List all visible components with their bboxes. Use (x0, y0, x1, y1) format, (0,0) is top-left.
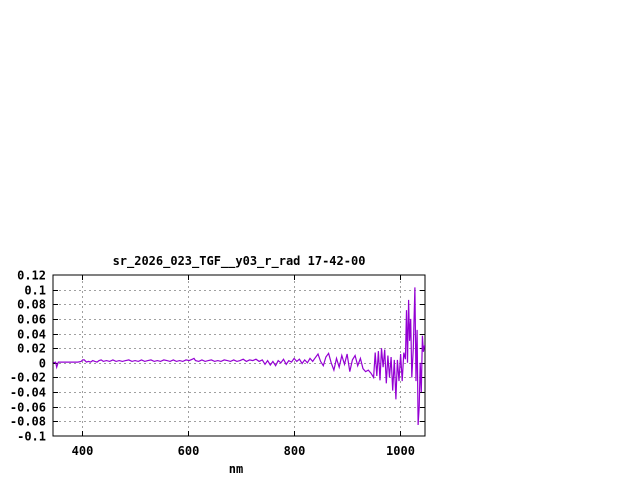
y-tick-label: 0.12 (17, 269, 46, 283)
y-tick-label: -0.06 (10, 401, 46, 415)
x-axis-label: nm (229, 462, 243, 476)
gridlines (54, 276, 424, 435)
y-tick-label: -0.1 (17, 430, 46, 444)
y-tick-label: 0.02 (17, 342, 46, 356)
x-tick-label: 600 (178, 444, 200, 458)
spectrum-line (53, 287, 426, 426)
y-tick-label: 0.04 (17, 328, 46, 342)
y-tick-label: 0.06 (17, 313, 46, 327)
x-tick-label: 400 (72, 444, 94, 458)
axis-ticks (53, 275, 425, 436)
y-tick-label: 0.1 (24, 284, 46, 298)
plot-border (52, 274, 426, 437)
chart-title: sr_2026_023_TGF__y03_r_rad 17-42-00 (113, 254, 366, 269)
y-tick-label: -0.02 (10, 371, 46, 385)
y-tick-label: 0.08 (17, 298, 46, 312)
axis-tick-labels: 400 600 800 10000.120.10.080.060.040.020-0.… (10, 269, 415, 459)
data-series (53, 287, 426, 426)
y-tick-label: 0 (39, 357, 46, 371)
x-tick-label: 800 (284, 444, 306, 458)
y-tick-label: -0.08 (10, 415, 46, 429)
x-tick-label: 1000 (386, 444, 415, 458)
y-tick-label: -0.04 (10, 386, 46, 400)
